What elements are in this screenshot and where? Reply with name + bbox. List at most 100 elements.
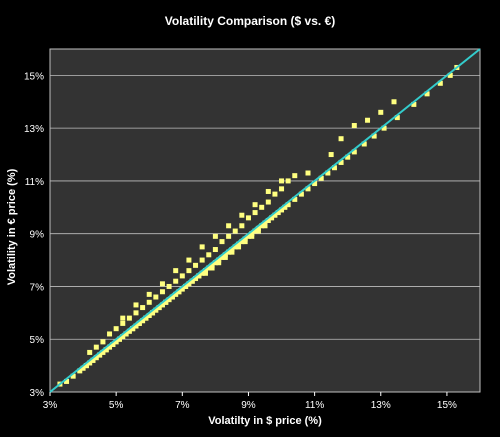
y-tick-label: 3% bbox=[30, 388, 45, 399]
data-point bbox=[312, 181, 318, 187]
data-point bbox=[107, 344, 113, 350]
data-point bbox=[143, 315, 149, 321]
data-point bbox=[206, 252, 212, 258]
data-point bbox=[173, 268, 179, 274]
data-point bbox=[126, 315, 132, 321]
data-point bbox=[262, 220, 268, 226]
data-point bbox=[93, 344, 99, 350]
data-point bbox=[269, 215, 275, 221]
data-point bbox=[325, 170, 331, 176]
data-point bbox=[173, 278, 179, 284]
data-point bbox=[193, 276, 199, 282]
data-point bbox=[361, 141, 367, 147]
data-point bbox=[133, 310, 139, 316]
x-tick-label: 3% bbox=[43, 400, 58, 411]
data-point bbox=[97, 352, 103, 358]
data-point bbox=[298, 191, 304, 197]
data-point bbox=[166, 283, 172, 289]
data-point bbox=[150, 310, 156, 316]
data-point bbox=[103, 347, 109, 353]
data-point bbox=[140, 318, 146, 324]
data-point bbox=[351, 149, 357, 155]
data-point bbox=[265, 188, 271, 194]
y-tick-label: 15% bbox=[24, 71, 44, 82]
data-point bbox=[179, 273, 185, 279]
data-point bbox=[394, 115, 400, 121]
data-point bbox=[236, 244, 242, 250]
data-point bbox=[130, 326, 136, 332]
data-point bbox=[305, 186, 311, 192]
data-point bbox=[262, 223, 268, 229]
data-point bbox=[272, 191, 278, 197]
data-point bbox=[381, 125, 387, 131]
data-point bbox=[100, 339, 106, 345]
data-point bbox=[133, 302, 139, 308]
data-point bbox=[222, 252, 228, 258]
data-point bbox=[305, 170, 311, 176]
y-tick-label: 9% bbox=[30, 230, 45, 241]
data-point bbox=[216, 260, 222, 266]
data-point bbox=[199, 257, 205, 263]
data-point bbox=[186, 281, 192, 287]
data-point bbox=[186, 268, 192, 274]
data-point bbox=[116, 336, 122, 342]
data-point bbox=[212, 233, 218, 239]
data-point bbox=[229, 247, 235, 253]
data-point bbox=[328, 152, 334, 158]
data-point bbox=[318, 175, 324, 181]
data-point bbox=[153, 294, 159, 300]
data-point bbox=[411, 101, 417, 107]
data-point bbox=[212, 260, 218, 266]
data-point bbox=[83, 363, 89, 369]
data-point bbox=[239, 223, 245, 229]
data-point bbox=[279, 186, 285, 192]
data-point bbox=[140, 305, 146, 311]
data-point bbox=[279, 178, 285, 184]
y-tick-label: 7% bbox=[30, 282, 45, 293]
data-point bbox=[87, 349, 93, 355]
data-point bbox=[222, 254, 228, 260]
data-point bbox=[199, 270, 205, 276]
data-point bbox=[292, 196, 298, 202]
data-point bbox=[331, 165, 337, 171]
data-point bbox=[90, 357, 96, 363]
data-point bbox=[80, 365, 86, 371]
data-point bbox=[279, 207, 285, 213]
data-point bbox=[166, 297, 172, 303]
data-point bbox=[126, 328, 132, 334]
data-point bbox=[255, 228, 261, 234]
data-point bbox=[146, 312, 152, 318]
data-point bbox=[113, 339, 119, 345]
data-point bbox=[255, 225, 261, 231]
data-point bbox=[189, 278, 195, 284]
data-point bbox=[371, 133, 377, 139]
data-point bbox=[146, 299, 152, 305]
data-point bbox=[272, 212, 278, 218]
data-point bbox=[120, 320, 126, 326]
data-point bbox=[206, 265, 212, 271]
data-point bbox=[249, 233, 255, 239]
data-point bbox=[242, 239, 248, 245]
x-tick-label: 7% bbox=[175, 400, 190, 411]
data-point bbox=[275, 210, 281, 216]
data-point bbox=[226, 233, 232, 239]
data-point bbox=[282, 204, 288, 210]
data-point bbox=[265, 199, 271, 205]
data-point bbox=[209, 265, 215, 271]
data-point bbox=[212, 247, 218, 253]
data-point bbox=[113, 326, 119, 332]
data-point bbox=[351, 123, 357, 129]
x-tick-label: 11% bbox=[305, 400, 324, 411]
data-point bbox=[77, 368, 83, 374]
data-point bbox=[196, 273, 202, 279]
data-points bbox=[57, 64, 460, 387]
data-point bbox=[259, 204, 265, 210]
data-point bbox=[259, 223, 265, 229]
data-point bbox=[391, 99, 397, 105]
data-point bbox=[146, 291, 152, 297]
x-tick-label: 9% bbox=[241, 400, 256, 411]
data-point bbox=[199, 244, 205, 250]
data-point bbox=[202, 270, 208, 276]
data-point bbox=[159, 302, 165, 308]
data-point bbox=[226, 249, 232, 255]
